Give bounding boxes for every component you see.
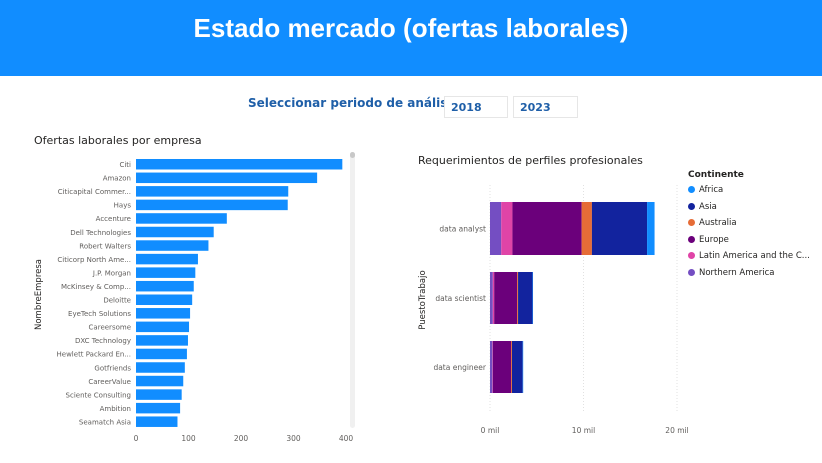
profile-bar-segment <box>494 272 518 324</box>
profile-label: data scientist <box>435 294 486 303</box>
company-label: Hays <box>114 202 132 210</box>
legend-label: Asia <box>699 201 717 212</box>
company-label: Citicapital Commer... <box>58 188 131 196</box>
company-bar <box>136 240 209 251</box>
company-label: Citi <box>119 161 131 169</box>
company-label: Careersome <box>89 324 131 332</box>
company-x-tick: 400 <box>339 434 354 443</box>
legend-item[interactable]: Latin America and the C... <box>688 251 810 261</box>
profile-bar-segment <box>490 341 493 393</box>
company-label: Dell Technologies <box>70 229 131 237</box>
company-label: EyeTech Solutions <box>68 310 131 318</box>
company-bar <box>136 308 191 319</box>
legend-dot-icon <box>688 268 695 276</box>
company-bar <box>136 321 190 333</box>
profile-bar-segment <box>492 272 495 324</box>
legend-item[interactable]: Australia <box>688 218 737 228</box>
legend-item[interactable]: Northern America <box>688 268 775 278</box>
company-label: Citicorp North Ame... <box>57 256 131 264</box>
legend-dot-icon <box>688 219 695 226</box>
company-bar <box>136 375 184 387</box>
profile-bar-segment <box>517 272 519 324</box>
company-bar <box>136 294 193 305</box>
profile-bar-segment <box>581 202 592 255</box>
company-bar <box>136 389 182 400</box>
company-bar <box>136 348 187 360</box>
company-bar <box>136 280 194 292</box>
period-end-input[interactable]: 2023 <box>513 96 578 118</box>
company-bar <box>136 402 181 414</box>
company-x-tick: 300 <box>286 434 301 443</box>
legend-label: Northern America <box>699 267 775 278</box>
company-bar <box>136 267 196 278</box>
company-bar <box>136 159 343 170</box>
company-x-tick: 0 <box>134 434 139 443</box>
company-label: Amazon <box>103 175 131 183</box>
company-label: Robert Walters <box>79 242 131 250</box>
company-label: Sciente Consulting <box>66 391 131 399</box>
legend-label: Latin America and the C... <box>699 251 810 261</box>
profile-x-tick: 0 mil <box>481 426 500 435</box>
company-bar <box>136 416 178 427</box>
profile-stacked-chart: 0 mil 10 mil 20 mil PuestoTrabajo data analy… <box>418 185 689 435</box>
company-chart-scrollbar[interactable] <box>350 152 355 428</box>
legend-title: Continente <box>688 170 744 180</box>
profile-bar-segment <box>591 202 648 255</box>
profile-x-tick: 10 mil <box>572 426 595 435</box>
profile-bar-segment <box>647 202 655 255</box>
company-label: McKinsey & Comp... <box>61 283 131 291</box>
company-x-tick: 200 <box>234 434 249 443</box>
period-start-input[interactable]: 2018 <box>444 96 508 118</box>
legend-dot-icon <box>688 252 695 259</box>
company-bar-chart: NombreEmpresa Citi Amazon Citicapital Comme… <box>34 159 354 443</box>
legend-dot-icon <box>688 202 695 210</box>
company-bar <box>136 213 227 224</box>
company-chart-scroll-thumb[interactable] <box>350 152 355 158</box>
profile-axis-title: PuestoTrabajo <box>418 270 428 329</box>
page-title: Estado mercado (ofertas laborales) <box>193 13 629 43</box>
period-slicer-label: Seleccionar periodo de análisis <box>248 96 459 110</box>
company-bar <box>136 186 289 197</box>
profile-bar-segment <box>511 341 523 393</box>
legend-item[interactable]: Asia <box>688 202 717 212</box>
legend-item[interactable]: Europe <box>688 235 729 245</box>
company-label: DXC Technology <box>75 337 131 345</box>
company-label: Hewlett Packard En... <box>57 351 131 359</box>
company-bar <box>136 253 198 265</box>
company-label: J.P. Morgan <box>92 269 131 277</box>
company-label: Accenture <box>96 215 131 223</box>
legend-label: Africa <box>699 185 724 195</box>
company-bar <box>136 362 185 373</box>
company-x-tick: 100 <box>181 434 196 443</box>
company-bar <box>136 199 288 211</box>
company-label: Ambition <box>100 405 131 413</box>
profile-chart-title: Requerimientos de perfiles profesionales <box>418 154 643 167</box>
legend-label: Australia <box>699 218 737 228</box>
profile-x-tick: 20 mil <box>665 426 688 435</box>
profile-label: data engineer <box>433 363 486 372</box>
profile-bar-segment <box>512 202 582 255</box>
profile-bar-segment <box>490 202 502 255</box>
company-bar <box>136 335 188 346</box>
legend-dot-icon <box>688 235 695 243</box>
profile-label: data analyst <box>439 225 486 234</box>
legend-dot-icon <box>688 186 695 193</box>
company-label: CareerValue <box>88 378 131 386</box>
company-chart-title: Ofertas laborales por empresa <box>34 134 202 147</box>
company-label: Deloitte <box>103 297 131 305</box>
legend-item[interactable]: Africa <box>688 185 723 195</box>
profile-bar-segment <box>511 341 512 393</box>
company-axis-title: NombreEmpresa <box>34 259 44 330</box>
company-label: Seamatch Asia <box>79 418 131 426</box>
report-header: Estado mercado (ofertas laborales) <box>0 0 822 76</box>
profile-bar-segment <box>490 272 493 324</box>
profile-bar-segment <box>518 272 533 324</box>
company-label: Gotfriends <box>94 364 131 372</box>
company-bar <box>136 226 214 238</box>
profile-bar-segment <box>492 341 512 393</box>
profile-bar-segment <box>501 202 513 255</box>
company-bar <box>136 172 318 184</box>
legend-label: Europe <box>699 234 729 245</box>
